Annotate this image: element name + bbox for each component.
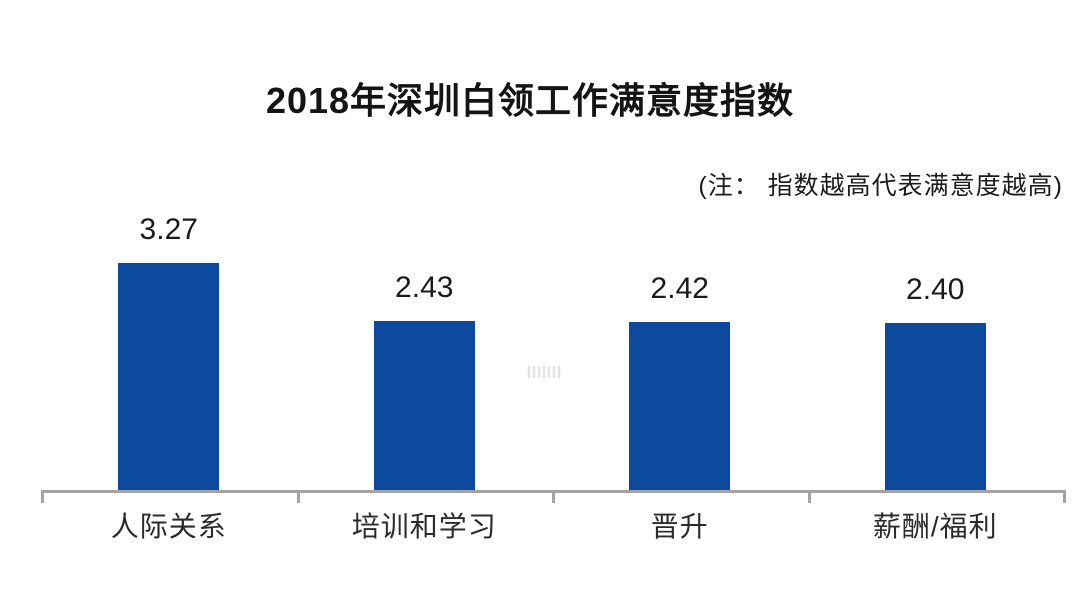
- x-axis-line: [41, 490, 1066, 493]
- x-axis-tick: [296, 492, 300, 503]
- category-label: 培训和学习: [351, 511, 497, 542]
- bar-value-label: 3.27: [139, 213, 198, 246]
- bar-value-label: 2.42: [650, 272, 709, 305]
- bar-2: [373, 321, 475, 490]
- x-axis-tick: [1063, 492, 1066, 503]
- bar-value-label: 2.40: [906, 273, 965, 306]
- x-axis-tick: [41, 492, 44, 503]
- x-axis-tick: [807, 492, 811, 503]
- chart-title: 2018年深圳白领工作满意度指数: [265, 80, 795, 121]
- bar-1: [118, 263, 220, 490]
- category-label: 薪酬/福利: [872, 511, 998, 542]
- watermark-artifact: [528, 366, 562, 378]
- chart-note: (注： 指数越高代表满意度越高): [698, 172, 1063, 200]
- bar-3: [629, 322, 731, 490]
- bar-value-label: 2.43: [395, 271, 454, 304]
- bar-4: [884, 323, 986, 490]
- category-label: 晋升: [650, 511, 709, 542]
- category-label: 人际关系: [110, 511, 227, 542]
- x-axis-tick: [552, 492, 555, 503]
